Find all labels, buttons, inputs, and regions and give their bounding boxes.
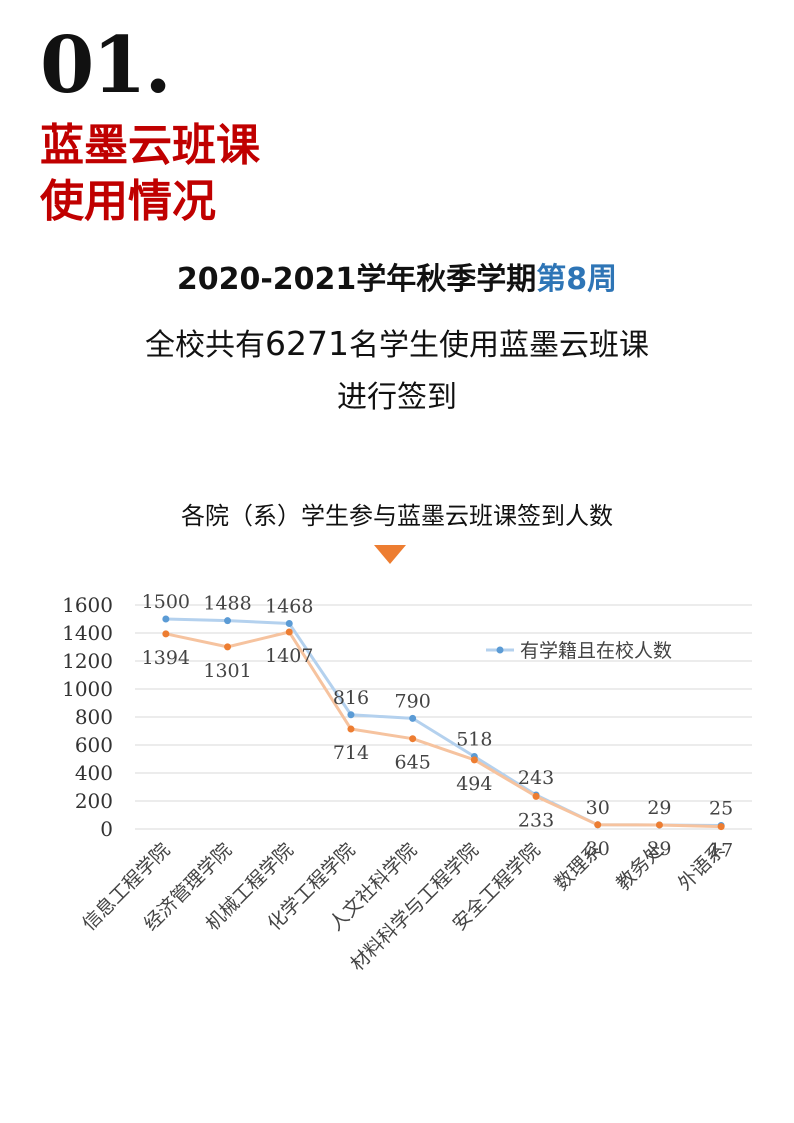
data-label: 1500 (142, 591, 190, 613)
data-label: 25 (709, 798, 733, 820)
semester-label: 2020-2021学年秋季学期 (176, 262, 537, 297)
summary-prefix: 全校共有 (145, 328, 265, 363)
data-point (655, 821, 663, 829)
y-tick-label: 1400 (62, 621, 113, 645)
y-tick-label: 1000 (62, 677, 113, 701)
y-tick-label: 1200 (62, 649, 113, 673)
data-label: 790 (395, 690, 431, 712)
y-tick-label: 600 (75, 733, 113, 757)
data-label: 233 (518, 809, 554, 831)
data-label: 1407 (265, 645, 313, 667)
summary-suffix: 名学生使用蓝墨云班课 (348, 328, 649, 363)
data-point (409, 714, 417, 722)
series-line-2 (165, 630, 722, 829)
semester-headline: 2020-2021学年秋季学期第8周 (0, 258, 794, 302)
data-point (162, 615, 170, 623)
student-count: 6271 (265, 324, 349, 363)
data-label: 17 (709, 840, 733, 862)
section-title: 蓝墨云班课 使用情况 (40, 118, 260, 230)
y-tick-label: 200 (75, 789, 113, 813)
section-number: 01. (40, 20, 172, 111)
data-label: 494 (456, 773, 492, 795)
data-label: 1488 (203, 593, 251, 615)
data-point (162, 630, 170, 638)
data-label: 30 (586, 797, 610, 819)
data-point (532, 792, 540, 800)
y-tick-label: 800 (75, 705, 113, 729)
data-label: 1394 (142, 647, 190, 669)
section-title-line1: 蓝墨云班课 (40, 120, 260, 171)
section-title-line2: 使用情况 (40, 176, 216, 227)
data-point (224, 617, 232, 625)
data-point (717, 823, 725, 831)
week-label: 第8周 (536, 262, 618, 297)
data-point (347, 725, 355, 733)
data-label: 645 (395, 752, 431, 774)
down-triangle-icon (374, 545, 406, 564)
data-point (285, 628, 293, 636)
usage-summary: 全校共有6271名学生使用蓝墨云班课 进行签到 (0, 318, 794, 424)
data-point (285, 619, 293, 627)
data-point (470, 756, 478, 764)
data-label: 1468 (265, 595, 313, 617)
data-label: 29 (647, 797, 671, 819)
y-tick-label: 1600 (62, 593, 113, 617)
legend-marker (496, 646, 504, 654)
data-label: 30 (586, 838, 610, 860)
data-label: 816 (333, 687, 369, 709)
chart-heading: 各院（系）学生参与蓝墨云班课签到人数 (181, 502, 613, 530)
data-point (409, 735, 417, 743)
data-point (347, 711, 355, 719)
department-checkin-line-chart: 02004006008001000120014001600信息工程学院经济管理学… (62, 591, 752, 975)
data-label: 518 (456, 728, 492, 750)
y-tick-label: 400 (75, 761, 113, 785)
y-tick-label: 0 (100, 817, 113, 841)
data-point (224, 643, 232, 651)
legend-label: 有学籍且在校人数 (520, 640, 672, 662)
data-label: 243 (518, 767, 554, 789)
data-point (594, 821, 602, 829)
data-label: 1301 (203, 660, 251, 682)
summary-line2: 进行签到 (337, 380, 457, 415)
data-label: 714 (333, 742, 369, 764)
data-label: 29 (647, 838, 671, 860)
